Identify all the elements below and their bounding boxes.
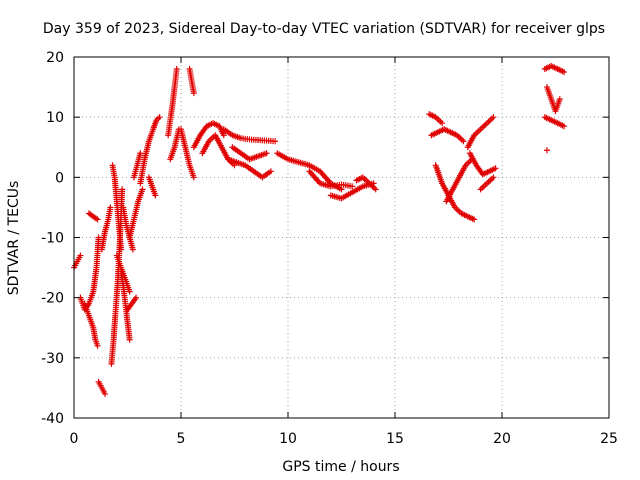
x-tick-label: 5 — [177, 431, 186, 447]
data-point — [102, 390, 109, 397]
x-tick-label: 20 — [493, 431, 511, 447]
data-point — [561, 123, 568, 130]
grid-lines — [74, 57, 609, 418]
data-point — [95, 234, 102, 241]
y-tick-label: 0 — [55, 170, 64, 186]
data-point — [349, 183, 356, 190]
data-point — [137, 150, 144, 157]
data-point — [492, 165, 499, 172]
x-tick-labels: 0 5 10 15 20 25 — [70, 431, 618, 447]
data-points — [71, 63, 568, 397]
data-point — [543, 147, 550, 154]
x-tick-label: 0 — [70, 431, 79, 447]
y-tick-label: -40 — [41, 411, 64, 427]
data-point — [220, 132, 227, 139]
data-point — [173, 66, 180, 73]
x-tick-label: 10 — [279, 431, 297, 447]
data-point — [439, 120, 446, 127]
y-tick-label: 20 — [46, 50, 64, 66]
chart-title: Day 359 of 2023, Sidereal Day-to-day VTE… — [43, 21, 605, 37]
data-point — [490, 174, 497, 181]
data-point — [94, 216, 101, 223]
y-tick-label: -10 — [41, 231, 64, 247]
y-tick-label: -20 — [41, 291, 64, 307]
data-point — [152, 192, 159, 199]
y-axis-title: SDTVAR / TECUs — [6, 181, 22, 296]
y-tick-labels: -40 -30 -20 -10 0 10 20 — [41, 50, 64, 427]
x-tick-label: 25 — [600, 431, 618, 447]
data-point — [272, 138, 279, 145]
y-tick-label: 10 — [46, 110, 64, 126]
data-point — [267, 168, 274, 175]
x-tick-label: 15 — [386, 431, 404, 447]
data-point — [490, 114, 497, 121]
data-point — [263, 150, 270, 157]
data-point — [471, 216, 478, 223]
data-point — [118, 246, 125, 253]
data-point — [190, 174, 197, 181]
data-point — [133, 294, 140, 301]
data-point — [460, 138, 467, 145]
y-tick-label: -30 — [41, 351, 64, 367]
data-point — [126, 288, 133, 295]
axis-ticks — [73, 56, 610, 419]
data-point — [126, 336, 133, 343]
data-point — [372, 186, 379, 193]
data-point — [156, 114, 163, 121]
x-axis-title: GPS time / hours — [282, 459, 399, 475]
data-point — [107, 204, 114, 211]
data-point — [190, 90, 197, 97]
data-point — [94, 342, 101, 349]
data-point — [139, 186, 146, 193]
data-point — [561, 69, 568, 76]
data-point — [556, 96, 563, 103]
data-point — [77, 252, 84, 259]
data-point — [119, 186, 126, 193]
data-point — [129, 246, 136, 253]
